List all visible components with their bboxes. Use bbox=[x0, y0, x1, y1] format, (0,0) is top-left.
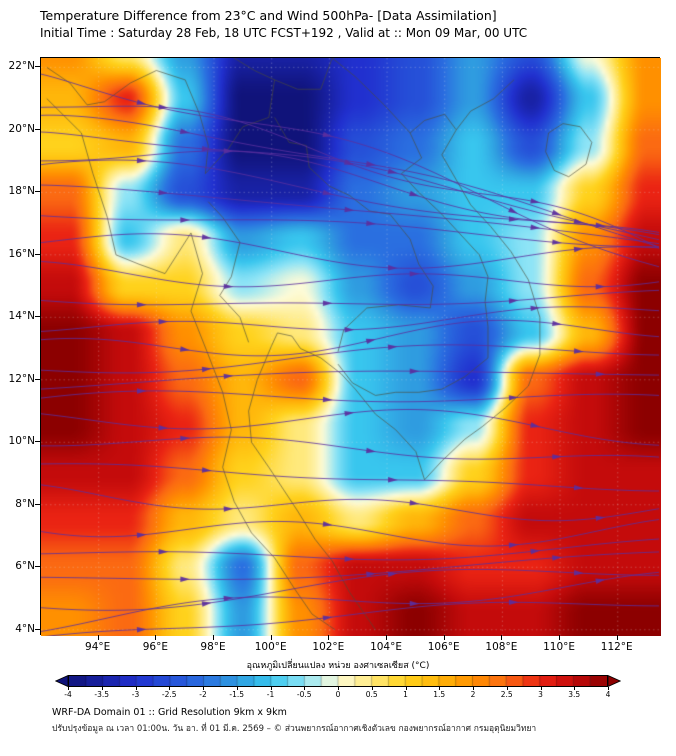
lat-tick-mark bbox=[35, 566, 40, 568]
lon-tick-label: 112°E bbox=[600, 641, 633, 653]
lon-tick-mark bbox=[155, 635, 157, 640]
lon-tick-label: 104°E bbox=[370, 641, 402, 653]
lon-tick-label: 106°E bbox=[427, 641, 460, 653]
colorbar-tick-label: -3 bbox=[131, 690, 140, 699]
colorbar-gradient bbox=[68, 675, 608, 687]
colorbar-tick-mark bbox=[236, 687, 238, 690]
footer-domain-info: WRF-DA Domain 01 :: Grid Resolution 9km … bbox=[52, 707, 287, 718]
lat-tick-mark bbox=[35, 253, 40, 255]
colorbar-tick-label: 4 bbox=[605, 690, 611, 699]
lon-tick-label: 108°E bbox=[485, 641, 518, 653]
colorbar-canvas bbox=[69, 676, 607, 686]
lat-tick-label: 4°N bbox=[15, 622, 35, 635]
colorbar-tick-label: 0.5 bbox=[365, 690, 378, 699]
colorbar-tick-label: -3.5 bbox=[94, 690, 110, 699]
colorbar-tick-label: -1.5 bbox=[229, 690, 245, 699]
lat-tick-label: 14°N bbox=[8, 310, 35, 323]
colorbar-tick-label: 2 bbox=[470, 690, 476, 699]
lat-tick-mark bbox=[35, 66, 40, 68]
colorbar-tick-mark bbox=[304, 687, 306, 690]
lat-tick-mark bbox=[35, 191, 40, 193]
lon-tick-label: 96°E bbox=[142, 641, 168, 653]
lon-tick-mark bbox=[501, 635, 503, 640]
colorbar-tick-mark bbox=[68, 687, 69, 690]
colorbar-tick-label: -2.5 bbox=[161, 690, 177, 699]
lat-tick-label: 20°N bbox=[8, 122, 35, 135]
colorbar-tick-label: 2.5 bbox=[500, 690, 513, 699]
colorbar-tick-mark bbox=[405, 687, 407, 690]
temperature-wind-map-canvas bbox=[41, 58, 661, 636]
lat-tick-mark bbox=[35, 503, 40, 505]
colorbar bbox=[55, 675, 621, 687]
lon-tick-mark bbox=[616, 635, 618, 640]
map-frame bbox=[40, 57, 661, 636]
colorbar-tick-mark bbox=[169, 687, 171, 690]
colorbar-tick-label: 1 bbox=[403, 690, 408, 699]
colorbar-left-arrow-icon bbox=[55, 675, 68, 687]
lat-tick-mark bbox=[35, 316, 40, 318]
colorbar-tick-label: 0 bbox=[335, 690, 341, 699]
lon-tick-mark bbox=[213, 635, 215, 640]
colorbar-tick-label: -4 bbox=[64, 690, 72, 699]
lon-tick-label: 94°E bbox=[85, 641, 111, 653]
colorbar-tick-mark bbox=[270, 687, 272, 690]
lat-tick-label: 18°N bbox=[8, 185, 35, 198]
lat-tick-mark bbox=[35, 628, 40, 630]
lat-tick-mark bbox=[35, 128, 40, 130]
lon-tick-label: 102°E bbox=[312, 641, 345, 653]
lon-tick-mark bbox=[97, 635, 99, 640]
colorbar-tick-mark bbox=[473, 687, 474, 690]
colorbar-tick-mark bbox=[506, 687, 508, 690]
page-title: Temperature Difference from 23°C and Win… bbox=[40, 8, 497, 23]
lon-tick-mark bbox=[386, 635, 388, 640]
lat-tick-mark bbox=[35, 378, 40, 380]
colorbar-tick-label: -0.5 bbox=[296, 690, 312, 699]
colorbar-tick-label: 1.5 bbox=[433, 690, 446, 699]
lon-tick-mark bbox=[270, 635, 272, 640]
colorbar-tick-mark bbox=[338, 687, 339, 690]
footer-update-info: ปรับปรุงข้อมูล ณ เวลา 01:00น. วัน อา. ที… bbox=[52, 724, 537, 734]
colorbar-tick-mark bbox=[135, 687, 137, 690]
lon-tick-label: 100°E bbox=[254, 641, 287, 653]
lat-tick-label: 12°N bbox=[8, 372, 35, 385]
colorbar-tick-label: 3 bbox=[538, 690, 543, 699]
lon-tick-label: 98°E bbox=[200, 641, 226, 653]
lon-tick-mark bbox=[328, 635, 330, 640]
colorbar-tick-mark bbox=[608, 687, 609, 690]
lat-tick-label: 8°N bbox=[15, 497, 35, 510]
lon-tick-mark bbox=[559, 635, 561, 640]
colorbar-tick-label: 3.5 bbox=[568, 690, 581, 699]
colorbar-right-arrow-icon bbox=[608, 675, 621, 687]
lon-tick-label: 110°E bbox=[543, 641, 576, 653]
lat-tick-label: 16°N bbox=[8, 247, 35, 260]
lat-tick-label: 22°N bbox=[8, 60, 35, 73]
lat-tick-mark bbox=[35, 441, 40, 443]
colorbar-tick-mark bbox=[371, 687, 373, 690]
colorbar-tick-label: -2 bbox=[199, 690, 207, 699]
lat-tick-label: 10°N bbox=[8, 435, 35, 448]
colorbar-label: อุณหภูมิเปลี่ยนแปลง หน่วย องศาเซลเซียส (… bbox=[246, 661, 430, 671]
colorbar-tick-mark bbox=[203, 687, 204, 690]
lat-tick-label: 6°N bbox=[15, 560, 35, 573]
colorbar-tick-label: -1 bbox=[266, 690, 275, 699]
lon-tick-mark bbox=[443, 635, 445, 640]
page-subtitle: Initial Time : Saturday 28 Feb, 18 UTC F… bbox=[40, 26, 528, 40]
colorbar-tick-mark bbox=[101, 687, 103, 690]
colorbar-tick-mark bbox=[540, 687, 542, 690]
colorbar-tick-mark bbox=[574, 687, 576, 690]
colorbar-tick-mark bbox=[439, 687, 441, 690]
